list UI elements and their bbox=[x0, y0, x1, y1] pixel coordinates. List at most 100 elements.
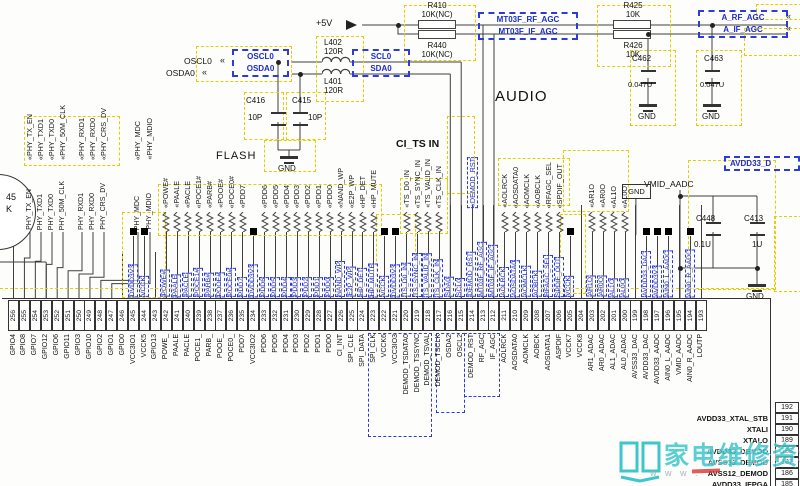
junction-dot bbox=[677, 265, 683, 271]
series-resistor-icon bbox=[358, 212, 367, 232]
gnd-label: GND bbox=[278, 164, 296, 173]
mt03f-rf-agc-net: MT03F_RF_AGC bbox=[496, 15, 560, 24]
net-label: AL1O bbox=[608, 277, 619, 297]
highlight-box bbox=[196, 46, 292, 82]
pin-number: 239 bbox=[193, 300, 205, 331]
ci-ts-section-title: CI_TS IN bbox=[396, 138, 440, 150]
l402-value: 120R bbox=[324, 47, 344, 56]
series-resistor-icon bbox=[588, 212, 597, 232]
series-resistor-icon bbox=[369, 212, 378, 232]
pin-number-text: 211 bbox=[501, 310, 509, 321]
signal-arrow-label: «PDD6 bbox=[259, 184, 269, 208]
pin-number-text: 193 bbox=[697, 309, 705, 322]
junction-marker bbox=[643, 228, 651, 235]
series-resistor-icon bbox=[511, 212, 520, 232]
signal-arrow-label: «AR0O bbox=[598, 184, 608, 208]
series-resistor-icon bbox=[282, 212, 291, 232]
pin-wire bbox=[700, 205, 702, 298]
resistor-r425 bbox=[613, 20, 651, 29]
c416-value: 10P bbox=[248, 113, 263, 122]
pin-number: 250 bbox=[73, 300, 85, 331]
pin-wire bbox=[537, 232, 539, 298]
pin-number-text: 222 bbox=[381, 309, 389, 322]
signal-arrow-label: «PHY_MDIO bbox=[145, 118, 154, 160]
pin-number-text: 229 bbox=[304, 309, 312, 322]
pin-name: AOLRCK bbox=[500, 334, 508, 363]
pin-number-text: 219 bbox=[414, 309, 422, 322]
pin-name: PACLE bbox=[184, 334, 192, 357]
c448-ref: C448 bbox=[696, 214, 716, 223]
pin-number: 196 bbox=[663, 300, 675, 331]
pin-number-text: 246 bbox=[119, 309, 127, 322]
c462-ref: C462 bbox=[632, 54, 652, 63]
pin-number: 235 bbox=[237, 300, 249, 331]
pin-number: 233 bbox=[259, 300, 271, 331]
pin-number: 228 bbox=[313, 300, 325, 331]
pin-number-text: 247 bbox=[108, 309, 116, 322]
pin-number-text: 243 bbox=[151, 309, 159, 322]
c413-value: 1U bbox=[752, 240, 763, 249]
pin-wire bbox=[34, 232, 42, 298]
net-label: AIN0_L_AADC bbox=[662, 249, 673, 297]
pin-wire bbox=[307, 232, 309, 298]
signal-arrow-label: «PDD1 bbox=[314, 184, 324, 208]
pin-name: AVDD33_DAC bbox=[642, 334, 650, 380]
net-label: PDD7 bbox=[236, 276, 247, 297]
pin-name: AOSDATA1 bbox=[544, 334, 552, 371]
net-label: PDD4 bbox=[280, 276, 291, 297]
net-label: PHY_RXD1 bbox=[78, 193, 85, 230]
pin-number: 241 bbox=[171, 300, 183, 331]
p5v-label: +5V bbox=[316, 18, 333, 28]
gnd-label: GND bbox=[746, 292, 764, 301]
signal-arrow-label: «AOSDATA0 bbox=[510, 166, 520, 208]
pin-number: 185 bbox=[775, 479, 799, 486]
pin-wire bbox=[580, 205, 582, 298]
series-resistor-icon bbox=[621, 212, 630, 232]
net-label: AVDD3V3 bbox=[651, 264, 662, 297]
pin-number-text: 196 bbox=[665, 309, 673, 322]
pin-number-text: 232 bbox=[272, 309, 280, 322]
highlight-box bbox=[597, 5, 671, 67]
highlight-box bbox=[24, 116, 120, 166]
pin-name: RF_AGC bbox=[479, 334, 487, 363]
flash-section-title: FLASH bbox=[216, 150, 257, 162]
c416-ref: C416 bbox=[246, 96, 266, 105]
signal-arrow-label: «TS_SYNC_IN bbox=[412, 159, 422, 208]
oscl0-net: OSCL0 bbox=[247, 52, 274, 61]
net-label: TS_SYNC_IN bbox=[411, 253, 422, 297]
net-label: AVDD33_DAC bbox=[640, 250, 651, 297]
signal-arrow-label: «PDD3 bbox=[292, 184, 302, 208]
pin-number: 192 bbox=[775, 402, 799, 413]
pin-wire bbox=[56, 232, 64, 298]
series-resistor-icon bbox=[173, 212, 182, 232]
pin-name: AL1_ADAC bbox=[610, 334, 618, 370]
net-label: HP_DET bbox=[356, 268, 367, 297]
pin-wire bbox=[176, 232, 178, 298]
watermark-url: w w w . bbox=[650, 468, 701, 478]
series-resistor-icon bbox=[435, 212, 444, 232]
signal-arrow-label: «TS_D0_IN bbox=[401, 170, 411, 208]
pin-name: GPIO11 bbox=[64, 334, 72, 359]
net-label: AOLRCK bbox=[498, 267, 509, 297]
signal-arrow-label: «POCE1# bbox=[194, 175, 204, 208]
pin-name: PDD1 bbox=[315, 334, 323, 353]
pin-name: AVDD33_AADC bbox=[653, 334, 661, 385]
junction-marker bbox=[130, 228, 138, 235]
pin-number: 251 bbox=[62, 300, 74, 331]
offpage-value: K bbox=[6, 204, 13, 214]
pin-wire bbox=[23, 232, 31, 298]
pin-wire bbox=[242, 232, 244, 298]
capacitor-c463 bbox=[704, 70, 720, 84]
net-label: SDA0 bbox=[444, 277, 455, 297]
net-label: DVDD3V3 bbox=[127, 263, 138, 297]
avdd33-netbox: AVDD33_D bbox=[724, 156, 800, 171]
pin-name: ASPDIF bbox=[555, 334, 563, 360]
series-resistor-icon bbox=[184, 212, 193, 232]
pin-number-text: 254 bbox=[31, 309, 39, 322]
pin-number: 215 bbox=[455, 300, 467, 331]
offpage-ref: 45 bbox=[6, 192, 17, 202]
pin-number-text: 227 bbox=[326, 309, 334, 322]
pin-name: DEMOD_RST bbox=[468, 334, 476, 378]
pin-name: GPIO0 bbox=[118, 334, 126, 356]
pin-number-text: 194 bbox=[687, 309, 695, 322]
